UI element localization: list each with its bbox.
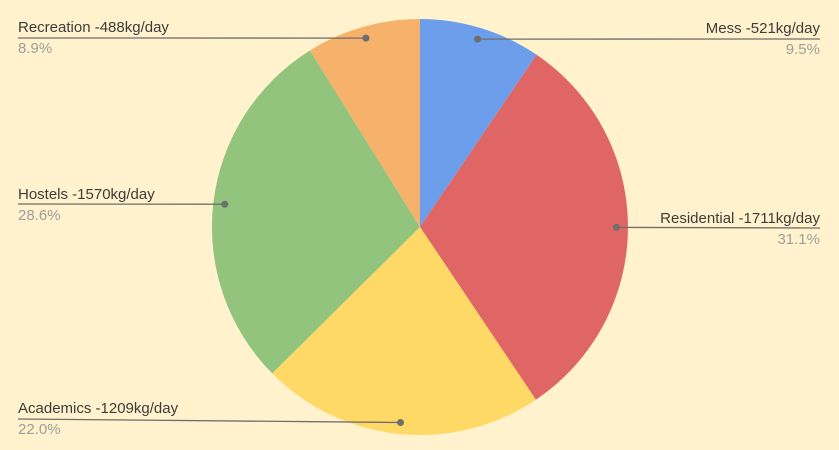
slice-percent-recreation: 8.9%	[18, 40, 53, 57]
pie-slice-residential[interactable]	[420, 54, 628, 400]
pie-slice-academics[interactable]	[272, 227, 536, 436]
callout-dot-residential	[613, 223, 620, 231]
callout-dot-recreation	[362, 34, 370, 42]
slice-label-academics: Academics -1209kg/day	[18, 400, 179, 417]
slice-label-residential: Residential -1711kg/day	[660, 210, 820, 227]
slice-label-mess: Mess -521kg/day	[705, 20, 820, 37]
slice-percent-academics: 22.0%	[18, 421, 61, 438]
callout-residential: Residential -1711kg/day 31.1%	[660, 210, 820, 249]
slice-percent-mess: 9.5%	[785, 41, 820, 58]
callout-dot-academics	[397, 419, 404, 426]
callout-hostels: Hostels -1570kg/day 28.6%	[18, 186, 155, 225]
pie-slice-hostels[interactable]	[211, 50, 420, 374]
slice-label-recreation: Recreation -488kg/day	[18, 19, 169, 36]
slice-percent-residential: 31.1%	[777, 231, 820, 248]
callout-line-academics	[17, 418, 401, 424]
pie-slice-mess[interactable]	[420, 19, 537, 227]
slice-label-hostels: Hostels -1570kg/day	[18, 186, 155, 203]
callout-academics: Academics -1209kg/day 22.0%	[18, 400, 178, 439]
callout-line-residential	[616, 226, 821, 229]
callout-mess: Mess -521kg/day 9.5%	[706, 20, 820, 59]
pie-slice-recreation[interactable]	[309, 18, 420, 227]
callout-recreation: Recreation -488kg/day 8.9%	[18, 19, 169, 58]
callout-dot-mess	[474, 35, 482, 43]
callout-dot-hostels	[221, 200, 229, 208]
slice-percent-hostels: 28.6%	[18, 207, 61, 224]
